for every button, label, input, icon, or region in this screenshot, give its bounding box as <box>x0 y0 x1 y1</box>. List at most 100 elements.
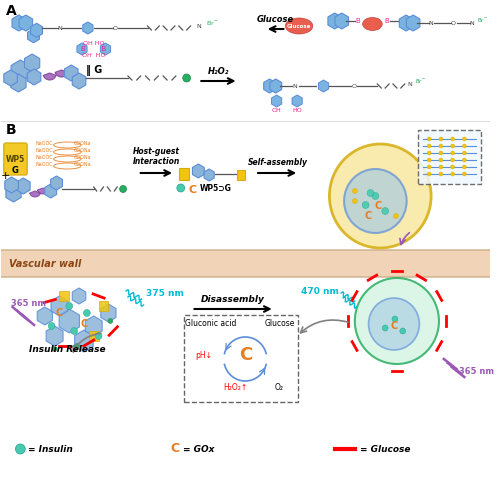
Polygon shape <box>28 29 40 43</box>
Circle shape <box>450 165 454 169</box>
Text: Glucose: Glucose <box>287 24 312 28</box>
Polygon shape <box>5 177 18 193</box>
Ellipse shape <box>362 18 382 30</box>
Polygon shape <box>192 164 204 178</box>
Text: 365 nm: 365 nm <box>458 366 494 376</box>
Polygon shape <box>50 176 62 190</box>
Circle shape <box>108 319 113 324</box>
Polygon shape <box>100 43 110 55</box>
Text: H₂O₂: H₂O₂ <box>208 67 230 76</box>
Text: OH HO: OH HO <box>83 40 104 46</box>
Text: ‖ G: ‖ G <box>86 65 102 76</box>
Polygon shape <box>6 184 21 202</box>
Text: C: C <box>188 185 196 195</box>
Text: B: B <box>6 123 16 137</box>
Polygon shape <box>77 43 87 55</box>
Text: H₂O₂↑: H₂O₂↑ <box>224 383 248 392</box>
Text: Disassembly: Disassembly <box>200 295 264 304</box>
Circle shape <box>95 332 102 339</box>
Text: $\mathregular{Br^-}$: $\mathregular{Br^-}$ <box>206 19 219 27</box>
Circle shape <box>182 74 190 82</box>
Circle shape <box>462 158 466 162</box>
Polygon shape <box>335 13 348 29</box>
Polygon shape <box>4 70 18 86</box>
Circle shape <box>462 172 466 176</box>
Circle shape <box>450 158 454 162</box>
Circle shape <box>362 201 369 209</box>
Polygon shape <box>83 22 93 34</box>
Text: N: N <box>57 26 62 30</box>
Circle shape <box>66 302 72 309</box>
Text: Vascular wall: Vascular wall <box>8 259 81 269</box>
Polygon shape <box>59 309 80 333</box>
Text: OH  HO: OH HO <box>82 53 106 57</box>
Polygon shape <box>46 326 63 346</box>
Text: C: C <box>170 442 179 456</box>
Wedge shape <box>55 70 68 77</box>
Text: 365 nm: 365 nm <box>10 299 45 307</box>
Circle shape <box>120 186 126 192</box>
Text: WP5: WP5 <box>6 155 25 164</box>
FancyBboxPatch shape <box>418 130 481 184</box>
Text: B: B <box>384 18 390 24</box>
Text: A: A <box>6 4 16 18</box>
Text: C: C <box>80 319 87 329</box>
Text: = Insulin: = Insulin <box>28 444 73 454</box>
Circle shape <box>352 189 358 193</box>
Circle shape <box>439 144 443 148</box>
Polygon shape <box>16 178 30 194</box>
Text: +: + <box>1 171 11 181</box>
Circle shape <box>382 208 388 215</box>
Circle shape <box>394 214 398 218</box>
Polygon shape <box>270 79 281 93</box>
Circle shape <box>352 198 358 203</box>
Text: 375 nm: 375 nm <box>146 289 184 298</box>
Circle shape <box>439 158 443 162</box>
Circle shape <box>367 190 374 196</box>
Circle shape <box>330 144 431 248</box>
Circle shape <box>368 298 420 350</box>
Circle shape <box>439 165 443 169</box>
Text: C: C <box>390 321 398 331</box>
Polygon shape <box>28 69 41 85</box>
Circle shape <box>450 144 454 148</box>
Circle shape <box>372 192 379 199</box>
Text: O: O <box>352 83 356 88</box>
Bar <box>89 331 99 341</box>
Text: N: N <box>428 21 434 26</box>
Text: $\mathregular{Br^-}$: $\mathregular{Br^-}$ <box>477 16 488 24</box>
Text: $\mathregular{Br^-}$: $\mathregular{Br^-}$ <box>416 77 427 85</box>
Text: OH: OH <box>272 108 281 112</box>
Text: COONa: COONa <box>74 147 92 153</box>
FancyBboxPatch shape <box>184 315 298 402</box>
Circle shape <box>439 137 443 141</box>
Text: G: G <box>12 166 19 175</box>
Circle shape <box>177 184 184 192</box>
Circle shape <box>427 158 431 162</box>
FancyBboxPatch shape <box>4 143 27 175</box>
Polygon shape <box>292 95 302 107</box>
Circle shape <box>439 151 443 155</box>
Wedge shape <box>30 191 40 197</box>
Text: NaOOC: NaOOC <box>35 162 52 166</box>
Circle shape <box>382 325 388 331</box>
Bar <box>238 170 246 180</box>
Text: N: N <box>196 24 200 28</box>
Circle shape <box>427 144 431 148</box>
Polygon shape <box>72 288 86 304</box>
Text: Self-assembly: Self-assembly <box>248 158 308 167</box>
Circle shape <box>450 137 454 141</box>
Text: O₂: O₂ <box>275 383 284 392</box>
Text: C: C <box>374 201 382 211</box>
Bar <box>179 168 188 180</box>
Circle shape <box>450 151 454 155</box>
Circle shape <box>16 444 26 454</box>
Polygon shape <box>24 54 40 72</box>
Wedge shape <box>44 73 56 80</box>
Circle shape <box>439 172 443 176</box>
Text: Insulin Release: Insulin Release <box>29 345 106 354</box>
Text: pH↓: pH↓ <box>195 351 212 359</box>
Circle shape <box>392 316 398 322</box>
Circle shape <box>450 172 454 176</box>
Circle shape <box>400 328 406 334</box>
